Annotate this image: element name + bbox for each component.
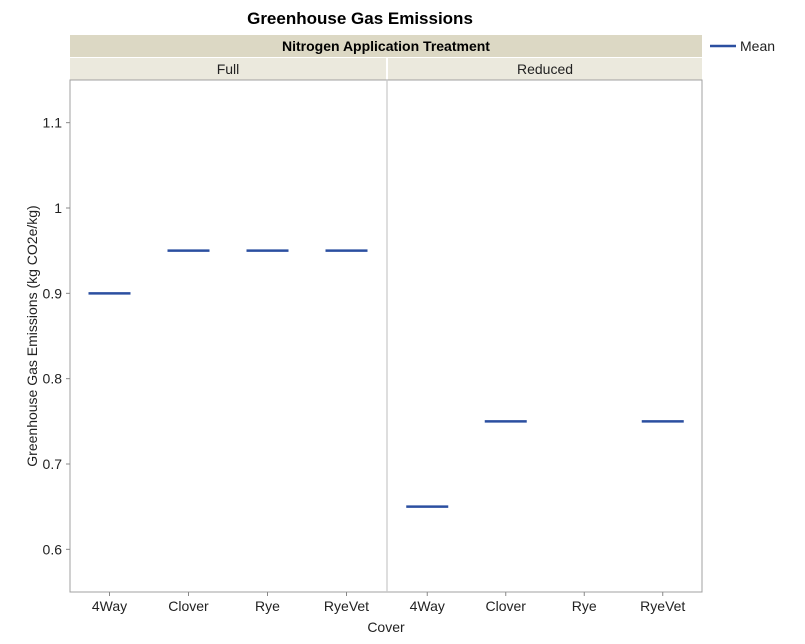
x-axis: 4Way Clover Rye RyeVet 4Way Clover Rye RyeVet	[92, 592, 685, 614]
panel-header-reduced	[388, 58, 702, 80]
group-title: Nitrogen Application Treatment	[282, 38, 490, 54]
mean-marks	[88, 249, 684, 508]
x-tick-label-clover: Clover	[168, 598, 209, 614]
x-tick-label-rye: Rye	[255, 598, 280, 614]
group-header	[70, 35, 702, 57]
chart-title: Greenhouse Gas Emissions	[247, 9, 473, 28]
x-tick-label-ryevet: RyeVet	[324, 598, 369, 614]
plot-frame	[69, 79, 703, 593]
panel-label-reduced: Reduced	[517, 61, 573, 77]
y-tick-label: 1	[54, 200, 62, 216]
x-tick-label-rye: Rye	[572, 598, 597, 614]
y-tick-label: 1.1	[43, 115, 63, 131]
legend: Mean	[710, 38, 775, 54]
x-tick-label-4way: 4Way	[92, 598, 127, 614]
y-tick-label: 0.7	[43, 456, 63, 472]
panel-label-full: Full	[217, 61, 240, 77]
legend-label-mean: Mean	[740, 38, 775, 54]
x-tick-label-ryevet: RyeVet	[640, 598, 685, 614]
y-tick-label: 0.6	[43, 541, 63, 557]
x-axis-label: Cover	[367, 619, 405, 635]
x-tick-label-clover: Clover	[486, 598, 527, 614]
y-tick-label: 0.8	[43, 371, 63, 387]
x-tick-label-4way: 4Way	[410, 598, 445, 614]
panel-header-full	[70, 58, 386, 80]
y-axis: 0.6 0.7 0.8 0.9 1 1.1	[43, 115, 70, 557]
y-axis-label: Greenhouse Gas Emissions (kg CO2e/kg)	[24, 205, 40, 466]
y-tick-label: 0.9	[43, 285, 63, 301]
